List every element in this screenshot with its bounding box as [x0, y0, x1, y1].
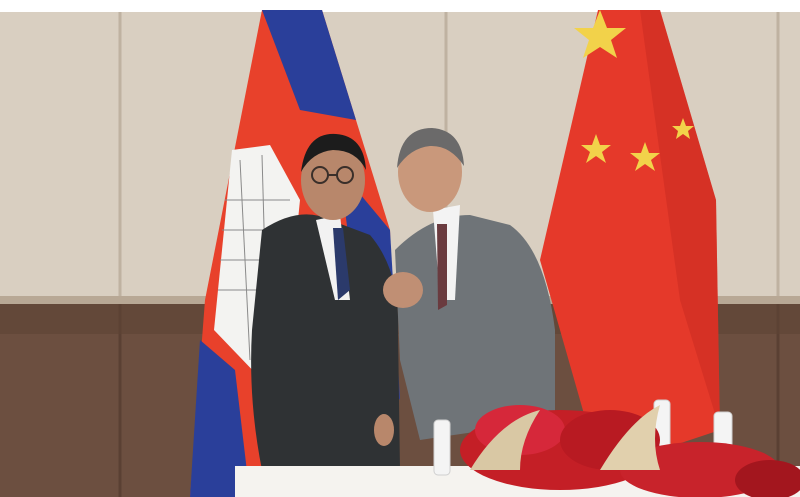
- right-suit: [395, 215, 555, 440]
- small-star-icon: [672, 118, 694, 139]
- glasses-icon: [311, 166, 354, 184]
- right-tie: [437, 224, 447, 310]
- man-right: [395, 128, 555, 440]
- left-suit: [251, 214, 400, 470]
- right-hair: [397, 128, 464, 168]
- china-flag: [540, 10, 720, 470]
- large-star-icon: [574, 10, 626, 58]
- top-border: [0, 0, 800, 12]
- small-star-icon: [581, 134, 611, 163]
- handshake: [383, 272, 423, 308]
- left-hand: [374, 414, 394, 446]
- right-face: [398, 132, 462, 212]
- small-star-icon: [630, 142, 660, 171]
- flower-arrangement: [460, 405, 800, 497]
- left-hair: [301, 133, 366, 172]
- left-tie: [333, 228, 350, 300]
- left-face: [301, 140, 365, 220]
